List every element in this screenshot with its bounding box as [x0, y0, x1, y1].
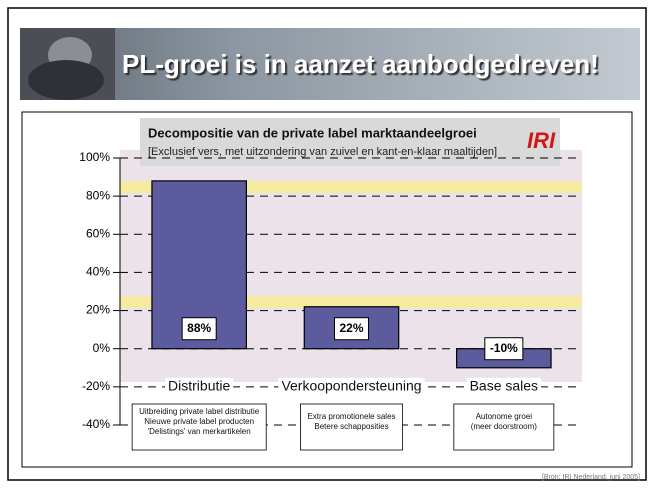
value-label-text: -10% — [490, 341, 518, 355]
chart-subtitle: [Exclusief vers, met uitzondering van zu… — [148, 146, 497, 158]
x-tick-label: Base sales — [470, 378, 538, 394]
y-tick-label: 40% — [86, 265, 110, 279]
y-tick-label: 20% — [86, 303, 110, 317]
annotation-text: Nieuwe private label producten — [144, 417, 254, 426]
header-photo — [20, 28, 115, 100]
category-label-bg — [165, 377, 234, 396]
header-band — [20, 28, 640, 100]
value-label: -10% — [484, 337, 524, 361]
category-label-bg — [278, 377, 425, 396]
annotation-box — [453, 403, 555, 451]
annotation-text: 'Delistings' van merkartikelen — [148, 427, 251, 436]
y-tick-label: 60% — [86, 226, 110, 240]
value-label: 22% — [333, 317, 370, 341]
annotation-box — [131, 403, 267, 451]
annotation-text: (meer doorstroom) — [471, 422, 538, 431]
y-tick-label: -20% — [82, 379, 110, 393]
x-tick-label: Distributie — [168, 378, 230, 394]
annotation-text: Autonome groei — [476, 412, 533, 421]
y-tick-label: 80% — [86, 188, 110, 202]
value-label-text: 22% — [339, 321, 363, 335]
value-label-box — [484, 337, 524, 361]
annotation-box — [300, 403, 403, 451]
value-label-box — [333, 317, 370, 341]
slide-title: PL-groei is in aanzet aanbodgedreven! — [122, 49, 599, 79]
annotation-text: Uitbreiding private label distributie — [139, 407, 260, 416]
value-label-text: 88% — [187, 321, 211, 335]
annotation-text: Betere schapposities — [314, 422, 388, 431]
y-tick-label: -40% — [82, 417, 110, 431]
y-tick-label: 100% — [79, 150, 110, 164]
y-tick-label: 0% — [93, 341, 111, 355]
category-label-bg — [466, 377, 542, 396]
value-label-box — [181, 317, 217, 341]
logo: IRI — [527, 128, 556, 153]
source-note: [Bron: IRI Nederland, juni 2005] — [542, 474, 640, 481]
annotation-text: Extra promotionele sales — [307, 412, 395, 421]
chart-title: Decompositie van de private label markta… — [148, 125, 477, 140]
value-label: 88% — [181, 317, 217, 341]
x-tick-label: Verkoopondersteuning — [281, 378, 421, 394]
